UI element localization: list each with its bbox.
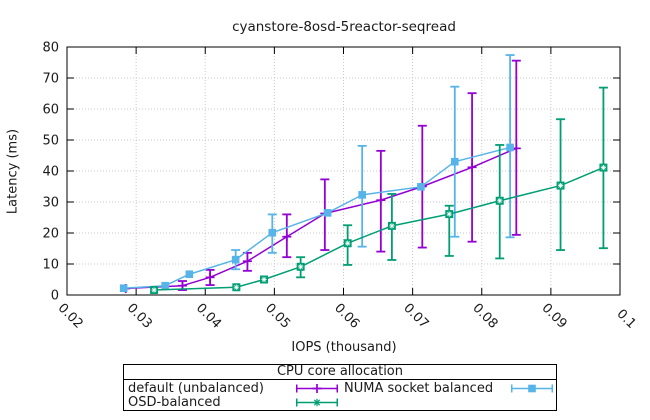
data-point-marker [205,272,215,282]
x-tick-label: 0.07 [400,301,431,332]
series-line [123,146,511,289]
data-point-marker [119,284,128,292]
asterisk-line [558,183,563,188]
asterisk-line [447,211,452,217]
asterisk-line [601,165,606,170]
x-tick-label: 0.05 [262,301,293,332]
data-point-marker [268,228,277,237]
data-point-marker [506,143,514,152]
plot-canvas: 0.02 0.03 0.04 0.05 0.06 0.07 0.08 0.09 0.1 0 10 20… [42,41,639,332]
square-marker [506,143,514,152]
data-point-marker [417,183,425,191]
y-tick-label: 0 [51,289,59,304]
y-tick-label: 80 [42,41,59,56]
error-bars [177,59,521,291]
data-point-marker [231,255,240,264]
square-marker [528,384,536,393]
data-point-marker [343,239,352,248]
data-point-marker [232,283,241,292]
series-2 [150,86,608,295]
axis-ticks [66,46,621,296]
asterisk-line [345,241,350,246]
square-marker [323,209,332,217]
y-tick-label: 20 [42,227,59,242]
asterisk-line [234,285,239,290]
legend-sample-errorbar-icon [296,384,338,393]
y-tick-label: 40 [42,165,59,180]
asterisk-line [298,264,303,270]
data-point-marker [599,163,608,172]
y-tick-label: 30 [42,196,59,211]
data-point-marker [467,162,477,172]
data-point-marker [150,286,159,295]
legend-sample-errorbar-icon [511,384,553,393]
legend-label-osd-balanced: OSD-balanced [128,395,221,410]
data-point-marker [185,270,194,279]
x-tick-label: 0.06 [331,301,362,332]
square-marker [268,228,277,237]
legend-sample-errorbar-icon [296,398,338,407]
y-tick-label: 60 [42,103,59,118]
legend-title: CPU core allocation [124,365,556,380]
x-tick-label: 0.04 [193,301,224,332]
series-line [154,166,604,291]
asterisk-line [389,223,395,229]
x-tick-label: 0.02 [55,301,86,332]
data-point-marker [450,157,459,166]
data-point-marker [282,232,292,242]
grid [67,47,620,295]
data-point-marker [387,221,396,230]
y-tick-label: 10 [42,258,59,273]
series-1 [119,54,515,292]
square-marker [161,281,169,290]
legend-label-numa-socket-balanced: NUMA socket balanced [344,381,494,396]
x-tick-label: 0.1 [614,307,639,332]
asterisk-line [497,198,502,203]
data-point-marker [312,384,322,393]
square-marker [358,191,366,199]
x-axis-label: IOPS (thousand) [291,340,397,355]
chart-title: cyanstore-8osd-5reactor-seqread [232,19,456,35]
data-point-marker [376,195,386,205]
data-point-marker [556,181,565,190]
asterisk-line [313,399,321,406]
square-marker [185,270,194,279]
data-point-marker [323,209,332,217]
x-tick-label: 0.03 [124,301,155,332]
data-point-marker [260,275,269,284]
data-point-marker [445,210,454,219]
data-point-marker [161,281,169,290]
data-point-marker [528,384,536,393]
data-point-marker [296,262,305,271]
square-marker [450,157,459,166]
data-point-marker [495,196,504,205]
square-marker [417,183,425,191]
legend: CPU core allocation default (unbalanced)… [123,364,557,411]
legend-label-default-unbalanced: default (unbalanced) [128,381,264,396]
asterisk-line [261,277,267,282]
square-marker [231,255,240,264]
y-tick-label: 50 [42,134,59,149]
asterisk-line [151,287,157,293]
x-tick-label: 0.08 [469,301,500,332]
data-point-marker [358,191,366,199]
data-point-marker [313,398,321,407]
y-tick-label: 70 [42,72,59,87]
data-point-marker [242,256,252,266]
x-tick-label: 0.09 [539,301,570,332]
square-marker [119,284,128,292]
series-line [125,147,517,290]
series-0 [121,59,521,293]
